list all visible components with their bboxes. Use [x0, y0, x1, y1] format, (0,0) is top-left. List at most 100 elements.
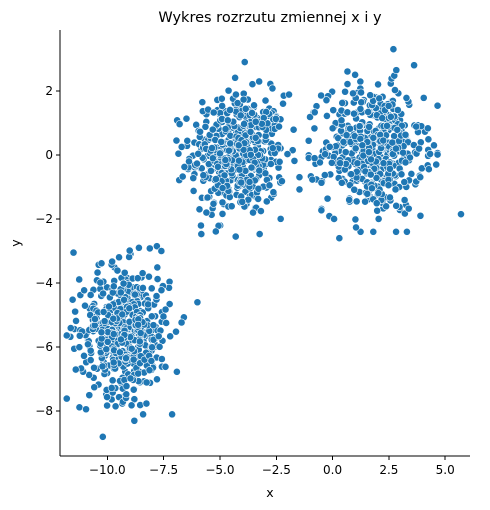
scatter-point: [105, 302, 113, 311]
y-axis-label: y: [8, 239, 23, 247]
scatter-point: [108, 376, 117, 385]
scatter-point: [166, 332, 175, 341]
scatter-point: [149, 321, 158, 330]
scatter-point: [177, 318, 186, 327]
scatter-point: [236, 111, 245, 120]
scatter-point: [182, 114, 191, 123]
scatter-point: [397, 170, 406, 179]
scatter-point: [350, 185, 359, 194]
scatter-point: [97, 259, 106, 268]
scatter-point: [278, 177, 286, 186]
scatter-point: [119, 279, 128, 288]
scatter-point: [432, 160, 441, 169]
scatter-point: [288, 146, 297, 155]
scatter-point: [375, 94, 384, 103]
y-tick-label: −6: [35, 340, 53, 354]
scatter-point: [251, 133, 260, 142]
x-tick-label: 5.0: [436, 463, 455, 477]
scatter-point: [69, 248, 78, 257]
scatter-point: [247, 163, 256, 172]
scatter-point: [109, 282, 118, 291]
scatter-point: [308, 175, 317, 184]
x-tick-label: 0.0: [323, 463, 342, 477]
scatter-point: [129, 355, 138, 364]
scatter-point: [75, 331, 84, 340]
scatter-point: [249, 208, 257, 217]
scatter-point: [189, 174, 198, 183]
scatter-point: [246, 150, 255, 159]
scatter-point: [134, 320, 143, 329]
scatter-point: [392, 66, 401, 75]
y-axis-ticks: −8 −6 −4 −2 0 2: [35, 84, 60, 418]
scatter-point: [383, 121, 391, 130]
scatter-point: [338, 99, 347, 107]
scatter-point: [153, 263, 162, 272]
scatter-point: [275, 157, 284, 166]
scatter-point: [234, 141, 243, 150]
scatter-point: [235, 165, 244, 174]
scatter-point: [330, 215, 338, 223]
scatter-point: [226, 106, 234, 114]
scatter-point: [374, 80, 382, 89]
scatter-point: [145, 366, 154, 375]
scatter-point: [217, 137, 226, 146]
scatter-point: [359, 151, 368, 160]
scatter-point: [385, 164, 394, 173]
scatter-point: [91, 315, 99, 323]
scatter-point: [81, 301, 89, 310]
scatter-point: [392, 227, 400, 236]
scatter-point: [102, 345, 111, 354]
scatter-point: [134, 369, 143, 378]
scatter-point: [223, 116, 232, 125]
scatter-point: [285, 90, 293, 99]
y-tick-label: 0: [45, 148, 53, 162]
scatter-point: [225, 146, 233, 155]
scatter-point: [289, 125, 298, 134]
scatter-point: [255, 77, 264, 86]
scatter-point: [211, 227, 220, 236]
scatter-point: [239, 145, 248, 154]
scatter-point: [254, 184, 263, 193]
scatter-point: [310, 124, 319, 133]
scatter-point: [275, 122, 283, 131]
scatter-point: [248, 80, 257, 89]
x-tick-label: −2.5: [262, 463, 291, 477]
scatter-point: [122, 382, 131, 391]
scatter-point: [98, 362, 107, 371]
scatter-point: [336, 159, 345, 168]
scatter-point: [410, 61, 418, 70]
scatter-point: [125, 246, 134, 255]
x-tick-label: −10.0: [89, 463, 126, 477]
scatter-point: [172, 367, 181, 376]
scatter-point: [240, 120, 248, 128]
scatter-point: [185, 157, 193, 166]
scatter-point: [99, 307, 108, 316]
scatter-point: [323, 112, 331, 120]
scatter-point: [345, 195, 354, 204]
scatter-point: [389, 45, 398, 54]
scatter-point: [246, 127, 255, 136]
scatter-point: [352, 223, 360, 232]
scatter-point: [136, 329, 145, 337]
scatter-point: [262, 197, 271, 206]
scatter-point: [392, 144, 400, 153]
scatter-point: [221, 125, 230, 133]
scatter-point: [373, 206, 382, 215]
scatter-point: [161, 305, 170, 314]
scatter-point: [221, 156, 230, 164]
scatter-point: [256, 207, 265, 215]
scatter-point: [265, 181, 274, 190]
scatter-point: [369, 227, 378, 236]
scatter-point: [109, 358, 118, 367]
scatter-point: [382, 202, 391, 211]
scatter-point: [75, 343, 84, 352]
scatter-point: [349, 89, 357, 98]
scatter-point: [201, 122, 210, 131]
scatter-point: [172, 327, 180, 336]
scatter-point: [168, 410, 176, 419]
scatter-point: [310, 154, 319, 163]
scatter-point: [337, 116, 346, 125]
scatter-point: [261, 96, 270, 105]
scatter-point: [145, 272, 153, 281]
scatter-point: [189, 187, 198, 195]
